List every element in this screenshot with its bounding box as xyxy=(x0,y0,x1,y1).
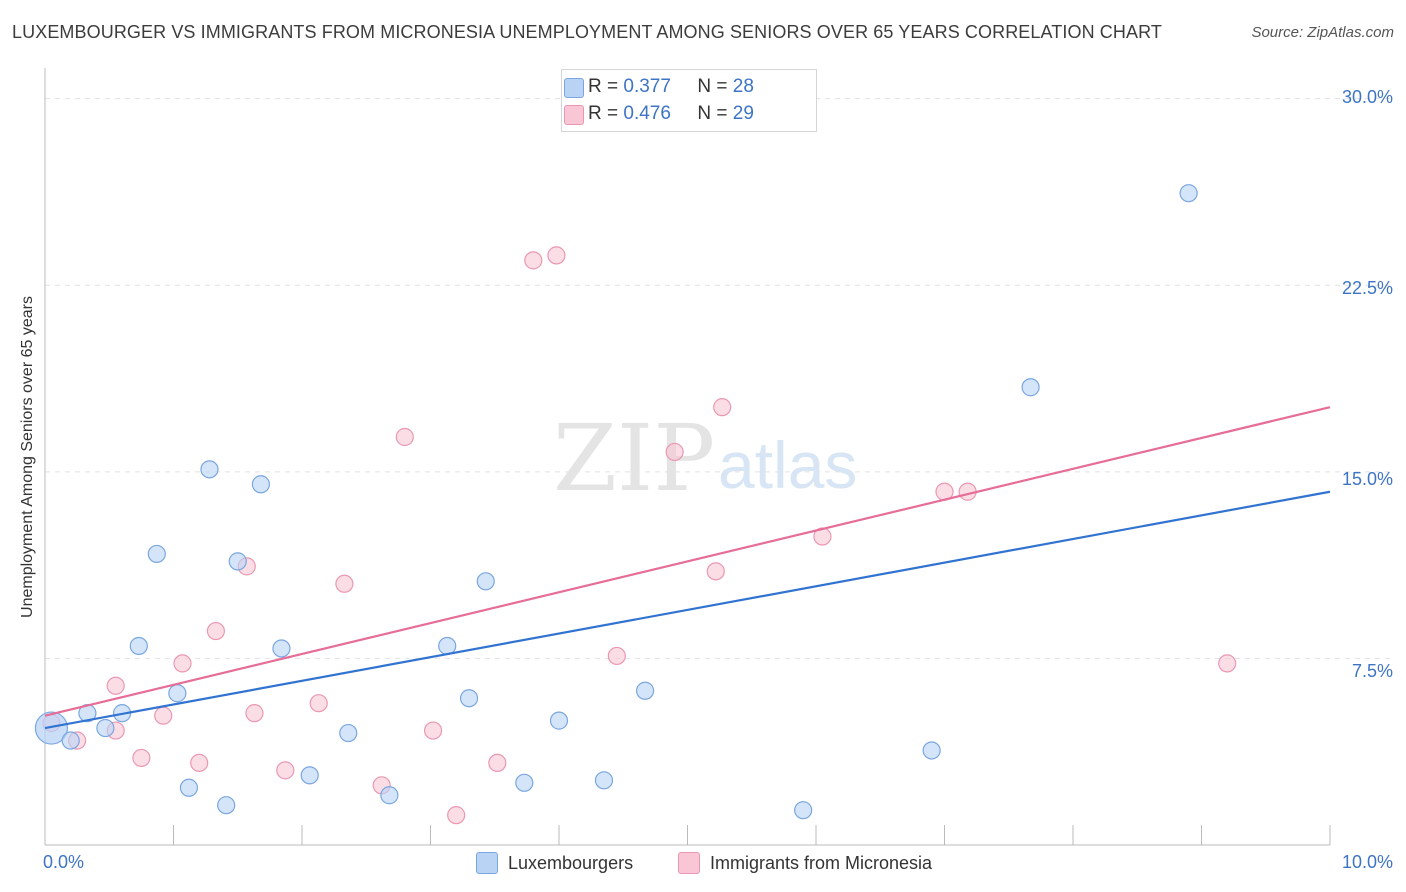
legend-swatch-micronesia xyxy=(564,105,584,125)
data-point xyxy=(476,572,495,591)
legend-n-value: 28 xyxy=(732,76,754,97)
data-point xyxy=(339,723,358,743)
data-point xyxy=(635,681,655,700)
y-tick-label: 15.0% xyxy=(1341,469,1393,489)
trend-line-luxembourgers xyxy=(44,490,1331,730)
legend-label-micronesia: Immigrants from Micronesia xyxy=(710,852,933,873)
watermark: ZIP atlas xyxy=(553,405,857,512)
series-micronesia-points xyxy=(42,246,1237,825)
data-point xyxy=(488,753,507,773)
data-point xyxy=(713,398,732,417)
x-tick-label-max: 10.0% xyxy=(1341,852,1393,872)
data-point xyxy=(1021,378,1040,397)
data-point xyxy=(96,718,115,738)
data-point xyxy=(276,761,295,780)
data-point xyxy=(206,621,226,641)
correlation-legend: R = 0.377 N = 28 R = 0.476 N = 29 xyxy=(561,69,817,132)
data-point xyxy=(549,711,569,730)
y-tick-label: 7.5% xyxy=(1351,661,1393,681)
legend-label-luxembourgers: Luxembourgers xyxy=(508,852,634,873)
data-point xyxy=(1179,184,1198,203)
grid-lines xyxy=(45,98,1392,659)
data-point xyxy=(459,689,479,708)
legend-n-label: N = xyxy=(697,103,733,124)
trend-lines xyxy=(44,406,1331,730)
data-point xyxy=(922,741,941,760)
legend-item-micronesia[interactable]: Immigrants from Micronesia xyxy=(678,852,932,874)
legend-swatch-luxembourgers xyxy=(564,78,584,98)
data-point xyxy=(228,552,247,571)
data-point xyxy=(524,251,543,270)
data-point xyxy=(607,646,626,666)
legend-r-value: 0.476 xyxy=(623,103,671,124)
legend-row-luxembourgers: R = 0.377 N = 28 xyxy=(564,74,754,100)
data-point xyxy=(147,544,166,564)
data-point xyxy=(1218,654,1237,673)
data-point xyxy=(706,562,725,581)
legend-r-label: R = xyxy=(588,103,624,124)
data-point xyxy=(168,684,187,703)
data-point xyxy=(423,721,443,740)
data-point xyxy=(179,778,199,797)
data-point xyxy=(447,806,466,825)
legend-r-value: 0.377 xyxy=(623,76,671,97)
legend-item-luxembourgers[interactable]: Luxembourgers xyxy=(476,852,633,874)
x-tick-label-min: 0.0% xyxy=(43,852,85,872)
trend-line-micronesia xyxy=(44,406,1331,717)
legend-swatch-luxembourgers xyxy=(476,852,498,874)
watermark-atlas: atlas xyxy=(718,428,857,502)
data-point xyxy=(395,427,414,447)
data-point xyxy=(547,246,566,265)
data-point xyxy=(217,796,236,815)
data-point xyxy=(245,704,264,723)
data-point xyxy=(173,654,192,673)
data-point xyxy=(251,475,270,494)
series-luxembourgers-points xyxy=(34,184,1198,820)
data-point xyxy=(515,773,534,792)
chart-title: LUXEMBOURGER VS IMMIGRANTS FROM MICRONES… xyxy=(12,22,1162,42)
data-point xyxy=(309,694,328,713)
data-point xyxy=(190,753,209,773)
data-point xyxy=(61,731,80,750)
data-point xyxy=(200,460,219,479)
axes xyxy=(44,68,1331,846)
watermark-zip: ZIP xyxy=(553,405,715,512)
data-point xyxy=(335,574,354,593)
data-point xyxy=(272,639,291,658)
data-point xyxy=(380,786,399,805)
series-legend: Luxembourgers Immigrants from Micronesia xyxy=(0,852,1406,878)
legend-r-label: R = xyxy=(588,76,624,97)
data-point xyxy=(154,706,173,725)
data-point xyxy=(665,442,684,462)
source-label: Source: ZipAtlas.com xyxy=(1251,24,1394,41)
y-tick-label: 22.5% xyxy=(1341,278,1393,298)
legend-n-label: N = xyxy=(697,76,733,97)
y-tick-label: 30.0% xyxy=(1341,87,1393,107)
data-point xyxy=(129,636,148,656)
data-point xyxy=(594,771,614,790)
legend-swatch-micronesia xyxy=(678,852,700,874)
data-point xyxy=(300,766,319,785)
data-point xyxy=(34,711,69,745)
data-point xyxy=(794,801,813,820)
legend-row-micronesia: R = 0.476 N = 29 xyxy=(564,101,754,127)
legend-n-value: 29 xyxy=(732,103,754,124)
data-point xyxy=(106,676,125,695)
data-point xyxy=(132,748,151,768)
